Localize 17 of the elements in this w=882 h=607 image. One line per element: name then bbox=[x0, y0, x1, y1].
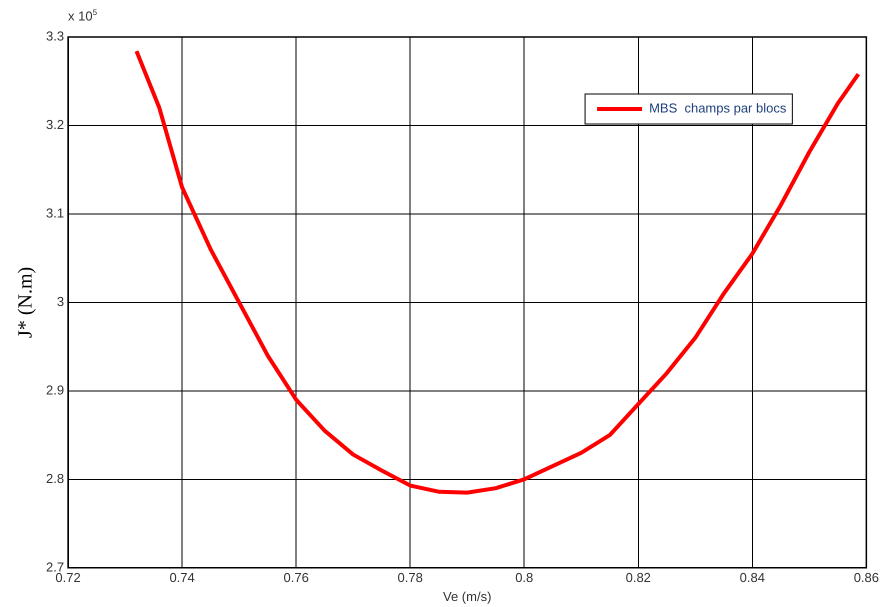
x-tick-label: 0.84 bbox=[740, 570, 765, 586]
x-axis-title: Ve (m/s) bbox=[443, 588, 492, 604]
x-tick-label: 0.74 bbox=[169, 570, 195, 586]
y-tick-label: 2.9 bbox=[46, 382, 64, 398]
x-tick-label: 0.76 bbox=[283, 570, 309, 586]
x-tick-label: 0.82 bbox=[626, 570, 651, 586]
y-tick-label: 2.8 bbox=[46, 470, 64, 486]
text: x 10$^{5}$ bbox=[68, 8, 98, 24]
y-axis-title: J* (N.m) bbox=[14, 266, 36, 338]
x-tick-label: 0.8 bbox=[515, 570, 534, 586]
y-tick-label: 3.3 bbox=[46, 28, 64, 44]
y-tick-label: 3 bbox=[56, 294, 64, 309]
y-tick-label: 3.2 bbox=[46, 117, 64, 132]
legend-label: MBS champs par blocs bbox=[649, 100, 787, 116]
y-tick-label: 3.1 bbox=[46, 206, 64, 221]
x-tick-label: 0.78 bbox=[398, 570, 423, 586]
x-tick-label: 0.86 bbox=[854, 570, 880, 586]
